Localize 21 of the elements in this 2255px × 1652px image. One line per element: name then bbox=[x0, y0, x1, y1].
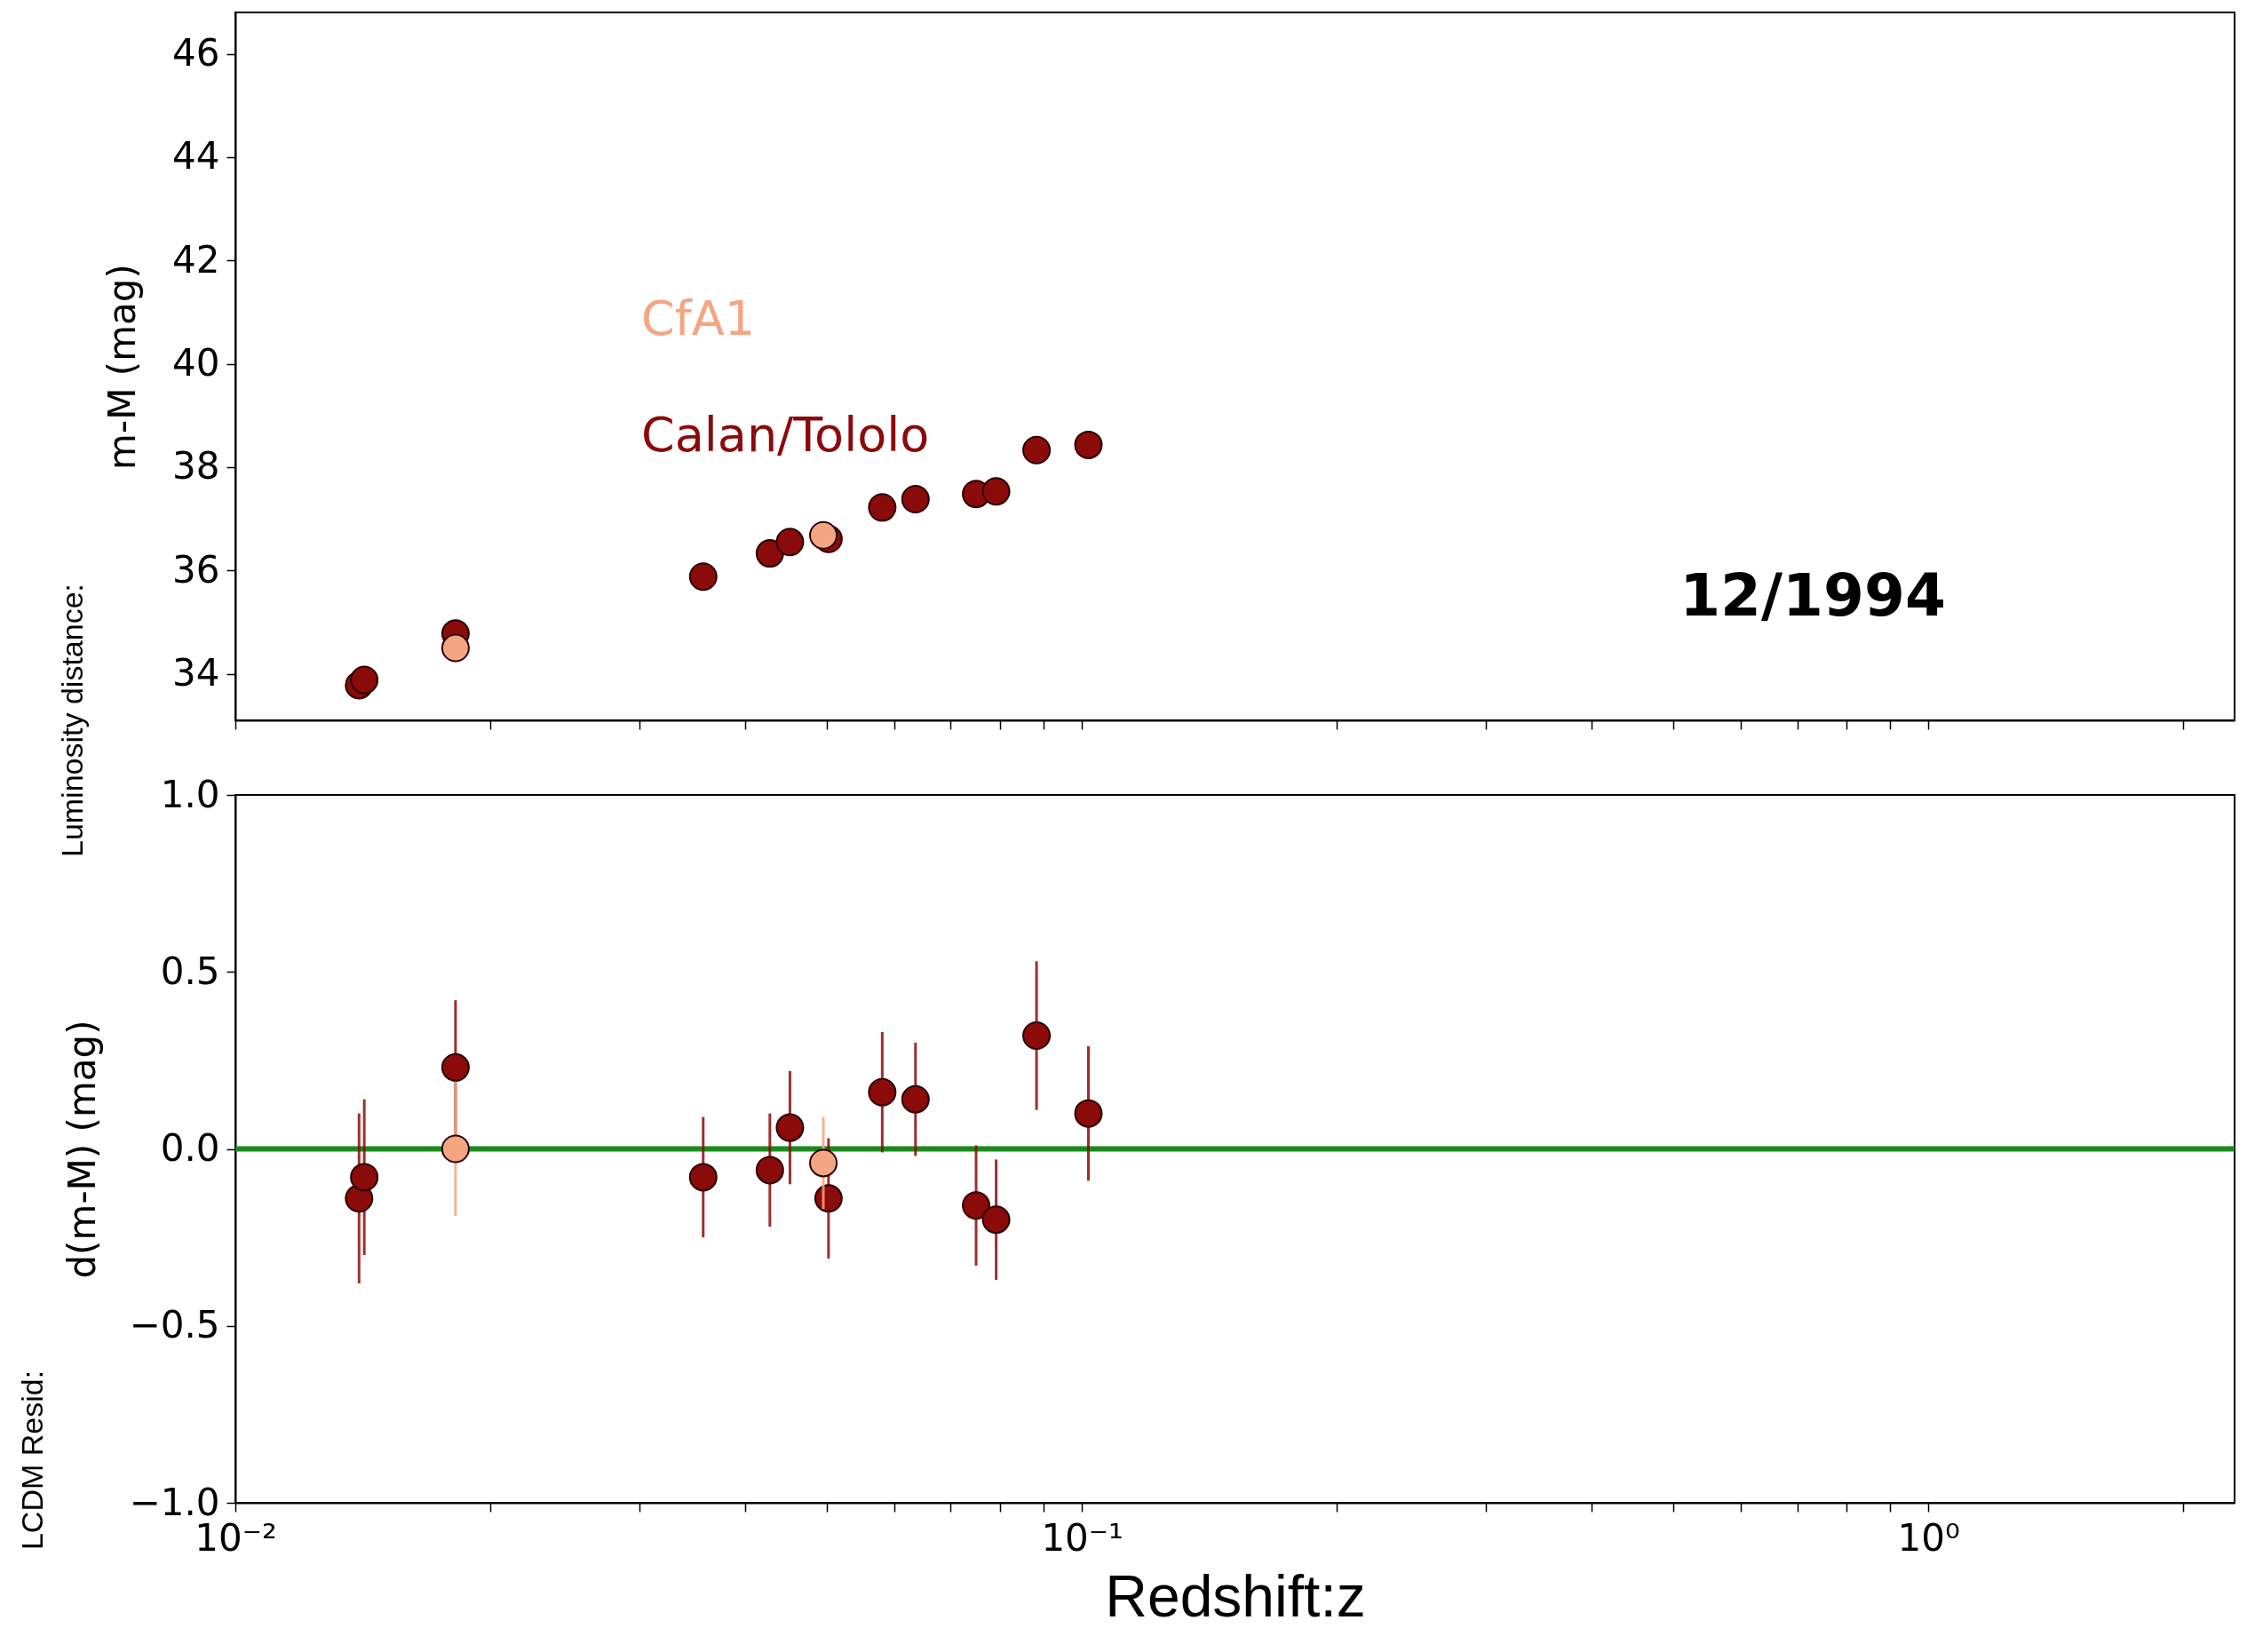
y-axis-title: m-M (mag) bbox=[99, 264, 144, 470]
series-label: Calan/Tololo bbox=[641, 407, 930, 463]
y-tick-label: 40 bbox=[172, 341, 220, 385]
text: Luminosity distance: bbox=[55, 583, 89, 858]
y-tick-label: 1.0 bbox=[160, 772, 220, 816]
text: LCDM Resid: bbox=[15, 1370, 49, 1551]
y-tick-label: 0.5 bbox=[160, 949, 220, 993]
y-tick-label: 36 bbox=[172, 547, 220, 592]
y-tick-label: 44 bbox=[172, 134, 220, 179]
y-tick-label: 38 bbox=[172, 444, 220, 488]
y-tick-label: −0.5 bbox=[129, 1303, 220, 1347]
y-tick-label: 34 bbox=[172, 651, 220, 695]
y-tick-label: 0.0 bbox=[160, 1126, 220, 1170]
x-axis-title: Redshift:z bbox=[1105, 1562, 1366, 1629]
x-tick-label: 10⁻¹ bbox=[1041, 1515, 1124, 1560]
annotation: 12/1994 bbox=[1679, 561, 1946, 630]
text: CfA1 bbox=[641, 290, 756, 346]
y-tick-label: 42 bbox=[172, 237, 220, 282]
y-axis-title: d(m-M) (mag) bbox=[60, 1020, 104, 1279]
x-tick-label: 10⁰ bbox=[1897, 1515, 1960, 1560]
y-tick-label: 46 bbox=[172, 31, 220, 75]
